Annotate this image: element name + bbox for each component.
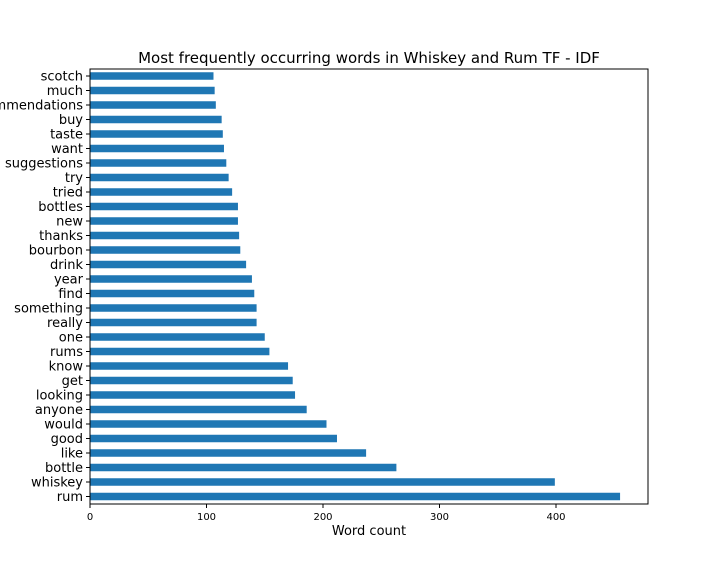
y-tick-label: good xyxy=(51,432,83,447)
plot-frame xyxy=(89,68,649,505)
x-tick-label: 100 xyxy=(197,512,216,523)
bar-know xyxy=(90,362,289,370)
y-tick-label: really xyxy=(47,316,83,331)
bar-bottles xyxy=(90,202,238,211)
y-tick-label: much xyxy=(47,84,83,99)
x-tick-label: 400 xyxy=(546,512,565,523)
x-axis-label: Word count xyxy=(332,524,406,539)
y-tick-label: buy xyxy=(59,113,83,128)
y-tick-label: like xyxy=(61,447,83,462)
bar-find xyxy=(90,289,255,298)
y-tick-label: want xyxy=(51,142,83,157)
bar-would xyxy=(90,420,327,428)
chart-title: Most frequently occurring words in Whisk… xyxy=(138,49,600,67)
x-tick-label: 0 xyxy=(87,512,93,523)
y-tick-label: recommendations xyxy=(0,99,83,114)
y-tick-label: know xyxy=(49,360,84,375)
y-tick-label: year xyxy=(54,273,84,288)
y-tick-label: bottle xyxy=(45,461,83,476)
bar-something xyxy=(90,304,257,312)
bar-drink xyxy=(90,260,247,269)
bar-rums xyxy=(90,347,270,356)
bar-try xyxy=(90,173,229,182)
y-tick-label: anyone xyxy=(35,403,83,418)
bar-anyone xyxy=(90,405,307,414)
y-tick-label: new xyxy=(56,215,83,230)
x-axis-ticks: 0 100 200 300 400 xyxy=(87,504,566,523)
y-tick-label: one xyxy=(59,331,83,346)
y-tick-label: drink xyxy=(50,258,83,273)
x-tick-label: 200 xyxy=(313,512,332,523)
bar-get xyxy=(90,376,293,385)
y-tick-label: thanks xyxy=(39,229,83,244)
y-tick-label: get xyxy=(62,374,83,389)
y-tick-label: try xyxy=(65,171,83,186)
bar-bourbon xyxy=(90,246,241,254)
y-tick-label: tried xyxy=(53,186,83,201)
bar-tried xyxy=(90,188,233,196)
bar-buy xyxy=(90,115,222,124)
bar-really xyxy=(90,318,257,327)
y-tick-label: whiskey xyxy=(31,476,83,491)
bar-like xyxy=(90,449,367,457)
bar-want xyxy=(90,144,224,153)
y-tick-label: suggestions xyxy=(5,157,83,172)
bar-whiskey xyxy=(90,478,555,486)
y-tick-label: something xyxy=(14,302,83,317)
y-tick-label: looking xyxy=(36,389,83,404)
bar-thanks xyxy=(90,231,240,240)
y-tick-label: rum xyxy=(57,490,83,505)
bar-one xyxy=(90,333,265,341)
bar-new xyxy=(90,217,238,225)
y-tick-label: bottles xyxy=(38,200,83,215)
y-tick-label: bourbon xyxy=(29,244,83,259)
y-tick-label: rums xyxy=(50,345,83,360)
bar-suggestions xyxy=(90,159,227,167)
bar-year xyxy=(90,275,252,283)
bars-group xyxy=(90,72,621,501)
bar-taste xyxy=(90,130,223,138)
bar-much xyxy=(90,86,215,95)
y-axis-ticks: rumwhiskeybottlelikegoodwouldanyonelooki… xyxy=(0,70,90,505)
bar-bottle xyxy=(90,463,397,472)
y-tick-label: find xyxy=(58,287,83,302)
bar-looking xyxy=(90,391,296,399)
bar-recommendations xyxy=(90,101,216,109)
bar-good xyxy=(90,434,337,443)
y-tick-label: would xyxy=(44,418,83,433)
bar-scotch xyxy=(90,72,214,80)
y-tick-label: taste xyxy=(50,128,83,143)
x-tick-label: 300 xyxy=(430,512,449,523)
bar-rum xyxy=(90,492,621,501)
y-tick-label: scotch xyxy=(41,70,83,85)
